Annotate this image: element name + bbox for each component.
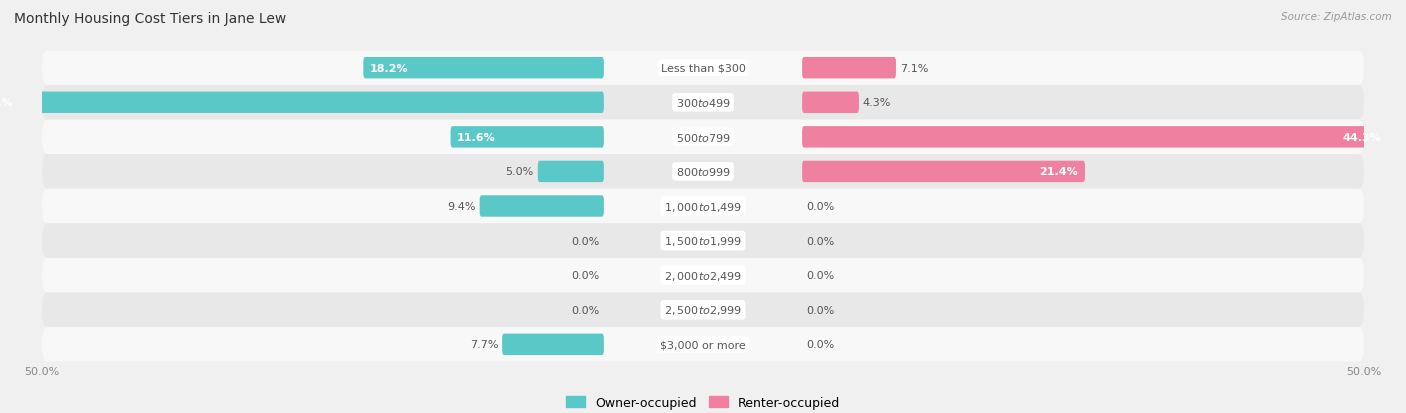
FancyBboxPatch shape [42, 224, 1364, 258]
FancyBboxPatch shape [801, 127, 1388, 148]
Text: $500 to $799: $500 to $799 [675, 131, 731, 143]
FancyBboxPatch shape [801, 93, 859, 114]
FancyBboxPatch shape [479, 196, 605, 217]
FancyBboxPatch shape [0, 93, 605, 114]
Text: 9.4%: 9.4% [447, 202, 475, 211]
Text: $2,500 to $2,999: $2,500 to $2,999 [664, 304, 742, 316]
FancyBboxPatch shape [42, 293, 1364, 327]
Text: 18.2%: 18.2% [370, 64, 409, 74]
FancyBboxPatch shape [42, 120, 1364, 155]
Text: $1,000 to $1,499: $1,000 to $1,499 [664, 200, 742, 213]
Legend: Owner-occupied, Renter-occupied: Owner-occupied, Renter-occupied [561, 391, 845, 413]
Text: $800 to $999: $800 to $999 [675, 166, 731, 178]
Text: 0.0%: 0.0% [806, 339, 834, 349]
Text: Source: ZipAtlas.com: Source: ZipAtlas.com [1281, 12, 1392, 22]
Text: $1,500 to $1,999: $1,500 to $1,999 [664, 235, 742, 247]
Text: 0.0%: 0.0% [806, 305, 834, 315]
FancyBboxPatch shape [537, 161, 605, 183]
Text: 48.1%: 48.1% [0, 98, 14, 108]
Text: $300 to $499: $300 to $499 [675, 97, 731, 109]
Text: $3,000 or more: $3,000 or more [661, 339, 745, 349]
Text: 7.7%: 7.7% [470, 339, 498, 349]
Text: 44.3%: 44.3% [1343, 133, 1381, 142]
FancyBboxPatch shape [363, 58, 605, 79]
Text: 0.0%: 0.0% [806, 202, 834, 211]
Text: 7.1%: 7.1% [900, 64, 928, 74]
FancyBboxPatch shape [42, 189, 1364, 224]
Text: Monthly Housing Cost Tiers in Jane Lew: Monthly Housing Cost Tiers in Jane Lew [14, 12, 287, 26]
Text: 0.0%: 0.0% [572, 271, 600, 280]
FancyBboxPatch shape [42, 51, 1364, 86]
FancyBboxPatch shape [42, 258, 1364, 293]
Text: Less than $300: Less than $300 [661, 64, 745, 74]
Text: 5.0%: 5.0% [506, 167, 534, 177]
FancyBboxPatch shape [42, 155, 1364, 189]
FancyBboxPatch shape [502, 334, 605, 355]
FancyBboxPatch shape [42, 86, 1364, 120]
Text: 0.0%: 0.0% [572, 305, 600, 315]
Text: $2,000 to $2,499: $2,000 to $2,499 [664, 269, 742, 282]
FancyBboxPatch shape [801, 161, 1085, 183]
Text: 21.4%: 21.4% [1039, 167, 1078, 177]
FancyBboxPatch shape [450, 127, 603, 148]
Text: 0.0%: 0.0% [572, 236, 600, 246]
FancyBboxPatch shape [801, 58, 896, 79]
FancyBboxPatch shape [42, 327, 1364, 362]
Text: 0.0%: 0.0% [806, 236, 834, 246]
Text: 11.6%: 11.6% [457, 133, 496, 142]
Text: 4.3%: 4.3% [863, 98, 891, 108]
Text: 0.0%: 0.0% [806, 271, 834, 280]
